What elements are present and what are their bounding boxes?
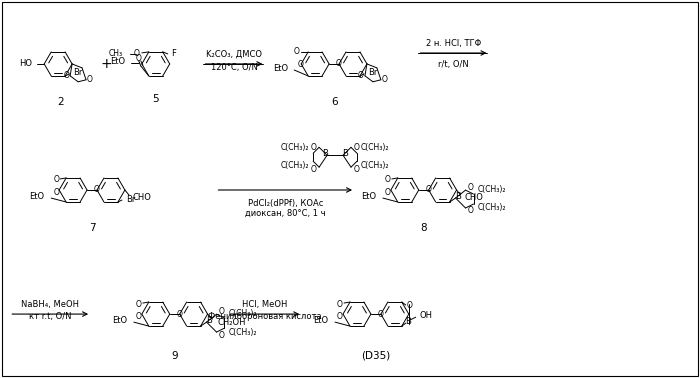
- Text: O: O: [293, 47, 299, 56]
- Text: 8: 8: [421, 223, 427, 233]
- Text: Br: Br: [73, 68, 83, 77]
- Text: O: O: [136, 299, 142, 308]
- Text: EtO: EtO: [273, 64, 288, 73]
- Text: O: O: [337, 299, 343, 308]
- Text: K₂CO₃, ДМСО: K₂CO₃, ДМСО: [206, 50, 262, 59]
- Text: 9: 9: [172, 351, 178, 361]
- Text: 2 н. HCl, ТГΦ: 2 н. HCl, ТГΦ: [426, 39, 481, 48]
- Text: O: O: [87, 75, 93, 84]
- Text: Фенилбороновая кислота: Фенилбороновая кислота: [208, 311, 322, 321]
- Text: 5: 5: [153, 94, 159, 104]
- Text: O: O: [426, 186, 432, 195]
- Text: O: O: [468, 206, 473, 215]
- Text: O: O: [53, 175, 59, 184]
- Text: C(CH₃)₂: C(CH₃)₂: [228, 309, 257, 318]
- Text: CHO: CHO: [133, 194, 152, 203]
- Text: O: O: [336, 59, 342, 68]
- Text: кт r.t, O/N: кт r.t, O/N: [29, 311, 71, 321]
- Text: O: O: [63, 71, 69, 81]
- Text: O: O: [354, 143, 360, 152]
- Text: 2: 2: [57, 97, 64, 107]
- Text: C(CH₃)₂: C(CH₃)₂: [281, 161, 309, 170]
- Text: диоксан, 80°C, 1 ч: диоксан, 80°C, 1 ч: [245, 209, 326, 218]
- Text: O: O: [468, 183, 473, 192]
- Text: PdCl₂(dPPf), КОАс: PdCl₂(dPPf), КОАс: [248, 199, 323, 208]
- Text: HO: HO: [20, 59, 32, 68]
- Text: O: O: [298, 60, 303, 68]
- Text: EtO: EtO: [360, 192, 376, 201]
- Text: C(CH₃)₂: C(CH₃)₂: [228, 328, 257, 336]
- Text: C(CH₃)₂: C(CH₃)₂: [281, 143, 309, 152]
- Text: 7: 7: [89, 223, 95, 233]
- Text: O: O: [385, 187, 391, 197]
- Text: EtO: EtO: [313, 316, 328, 325]
- Text: B: B: [405, 317, 411, 325]
- Text: O: O: [218, 307, 225, 316]
- Text: O: O: [94, 186, 100, 195]
- Text: 6: 6: [331, 97, 337, 107]
- Text: CHO: CHO: [465, 194, 484, 203]
- Text: O: O: [407, 301, 413, 310]
- Text: O: O: [176, 310, 183, 319]
- Text: B: B: [454, 192, 461, 201]
- Text: NaBH₄, MeOH: NaBH₄, MeOH: [21, 300, 79, 309]
- Text: B: B: [206, 316, 211, 325]
- Text: O: O: [337, 312, 343, 321]
- Text: EtO: EtO: [112, 316, 127, 325]
- Text: B: B: [322, 149, 328, 158]
- Text: F: F: [171, 50, 176, 58]
- Text: EtO: EtO: [29, 192, 44, 201]
- Text: CH₂OH: CH₂OH: [218, 318, 246, 327]
- Text: Br: Br: [368, 68, 377, 77]
- Text: O: O: [354, 165, 360, 174]
- Text: 120°C, O/N: 120°C, O/N: [211, 64, 258, 73]
- Text: (D35): (D35): [361, 351, 391, 361]
- Text: O: O: [53, 187, 59, 197]
- Text: O: O: [382, 75, 388, 84]
- Text: O: O: [218, 330, 225, 339]
- Text: O: O: [136, 312, 142, 321]
- Text: O: O: [378, 310, 384, 319]
- Text: C(CH₃)₂: C(CH₃)₂: [361, 143, 389, 152]
- Text: O: O: [136, 54, 142, 63]
- Text: C(CH₃)₂: C(CH₃)₂: [477, 203, 506, 212]
- Text: +: +: [100, 57, 112, 71]
- Text: r/t, O/N: r/t, O/N: [438, 60, 469, 70]
- Text: Br: Br: [126, 195, 135, 203]
- Text: O: O: [385, 175, 391, 184]
- Text: EtO: EtO: [110, 57, 125, 65]
- Text: C(CH₃)₂: C(CH₃)₂: [477, 184, 506, 194]
- Text: O: O: [310, 165, 316, 174]
- Text: HCl, MeOH: HCl, MeOH: [242, 300, 288, 309]
- Text: CH₃: CH₃: [108, 50, 123, 58]
- Text: B: B: [342, 149, 348, 158]
- Text: OH: OH: [420, 311, 433, 320]
- Text: O: O: [310, 143, 316, 152]
- Text: O: O: [358, 71, 364, 81]
- Text: C(CH₃)₂: C(CH₃)₂: [361, 161, 389, 170]
- Text: O: O: [134, 50, 140, 58]
